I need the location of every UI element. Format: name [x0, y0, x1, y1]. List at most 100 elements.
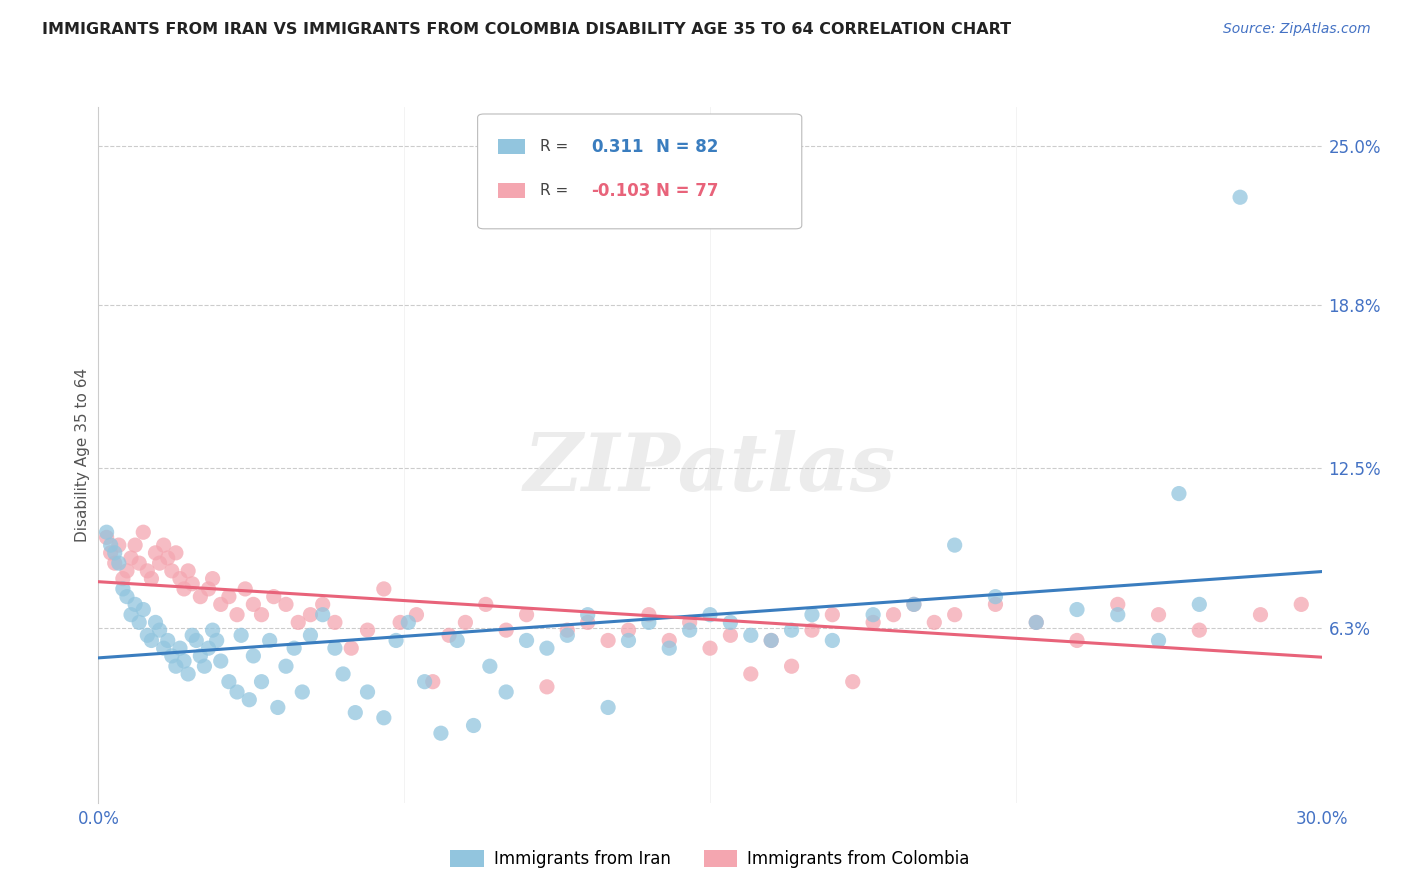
Point	[312, 598, 335, 612]
Point	[197, 641, 219, 656]
Point	[165, 546, 187, 560]
Point	[943, 607, 966, 622]
Point	[598, 633, 620, 648]
Point	[111, 572, 134, 586]
Point	[115, 564, 138, 578]
Point	[128, 556, 150, 570]
Point	[1107, 607, 1129, 622]
Point	[1025, 615, 1047, 630]
Point	[136, 628, 159, 642]
Point	[1229, 190, 1251, 204]
Point	[188, 648, 212, 663]
Point	[437, 628, 460, 642]
Point	[152, 641, 174, 656]
Point	[413, 674, 436, 689]
Point	[218, 590, 240, 604]
Point	[422, 674, 444, 689]
Point	[209, 654, 232, 668]
Point	[1188, 623, 1211, 637]
Point	[259, 633, 281, 648]
Text: Source: ZipAtlas.com: Source: ZipAtlas.com	[1223, 22, 1371, 37]
Point	[287, 615, 309, 630]
Point	[617, 623, 640, 637]
Legend: Immigrants from Iran, Immigrants from Colombia: Immigrants from Iran, Immigrants from Co…	[444, 843, 976, 874]
Point	[141, 633, 163, 648]
Point	[984, 598, 1007, 612]
Point	[821, 607, 844, 622]
Point	[96, 525, 118, 540]
Point	[344, 706, 367, 720]
Text: R =: R =	[540, 183, 568, 198]
Point	[263, 590, 285, 604]
Point	[145, 546, 167, 560]
Point	[1147, 633, 1170, 648]
Point	[226, 685, 249, 699]
Text: IMMIGRANTS FROM IRAN VS IMMIGRANTS FROM COLOMBIA DISABILITY AGE 35 TO 64 CORRELA: IMMIGRANTS FROM IRAN VS IMMIGRANTS FROM …	[42, 22, 1011, 37]
Point	[104, 556, 127, 570]
Point	[699, 641, 721, 656]
Point	[1066, 633, 1088, 648]
Point	[226, 607, 249, 622]
Point	[679, 615, 702, 630]
Point	[197, 582, 219, 596]
Point	[679, 623, 702, 637]
Point	[495, 623, 517, 637]
Point	[1249, 607, 1271, 622]
Point	[1291, 598, 1313, 612]
Point	[274, 598, 297, 612]
Point	[617, 633, 640, 648]
Point	[231, 628, 253, 642]
Point	[780, 623, 803, 637]
Text: ZIPatlas: ZIPatlas	[524, 430, 896, 508]
Point	[152, 538, 174, 552]
Point	[922, 615, 945, 630]
Point	[188, 590, 212, 604]
Point	[291, 685, 314, 699]
Text: R =: R =	[540, 139, 568, 154]
Point	[699, 607, 721, 622]
Point	[218, 674, 240, 689]
Point	[233, 582, 256, 596]
Point	[124, 538, 146, 552]
Point	[132, 525, 155, 540]
Point	[238, 692, 260, 706]
Point	[274, 659, 297, 673]
Point	[841, 674, 863, 689]
Point	[478, 659, 501, 673]
Point	[299, 628, 322, 642]
Point	[536, 641, 558, 656]
Point	[761, 633, 783, 648]
Point	[883, 607, 905, 622]
FancyBboxPatch shape	[498, 183, 526, 198]
Point	[136, 564, 159, 578]
FancyBboxPatch shape	[498, 139, 526, 154]
Point	[323, 641, 346, 656]
FancyBboxPatch shape	[478, 114, 801, 229]
Point	[332, 667, 354, 681]
Point	[658, 641, 681, 656]
Point	[740, 628, 762, 642]
Y-axis label: Disability Age 35 to 64: Disability Age 35 to 64	[75, 368, 90, 542]
Point	[108, 556, 131, 570]
Point	[145, 615, 167, 630]
Point	[658, 633, 681, 648]
Text: 0.311: 0.311	[592, 137, 644, 156]
Point	[181, 628, 204, 642]
Point	[720, 628, 742, 642]
Point	[801, 607, 824, 622]
Point	[557, 623, 579, 637]
Point	[104, 546, 127, 560]
Point	[177, 564, 200, 578]
Point	[209, 598, 232, 612]
Point	[720, 615, 742, 630]
Point	[250, 607, 273, 622]
Point	[1066, 602, 1088, 616]
Point	[536, 680, 558, 694]
Point	[576, 615, 599, 630]
Point	[740, 667, 762, 681]
Text: N = 82: N = 82	[657, 137, 718, 156]
Point	[173, 654, 195, 668]
Point	[115, 590, 138, 604]
Point	[165, 659, 187, 673]
Point	[761, 633, 783, 648]
